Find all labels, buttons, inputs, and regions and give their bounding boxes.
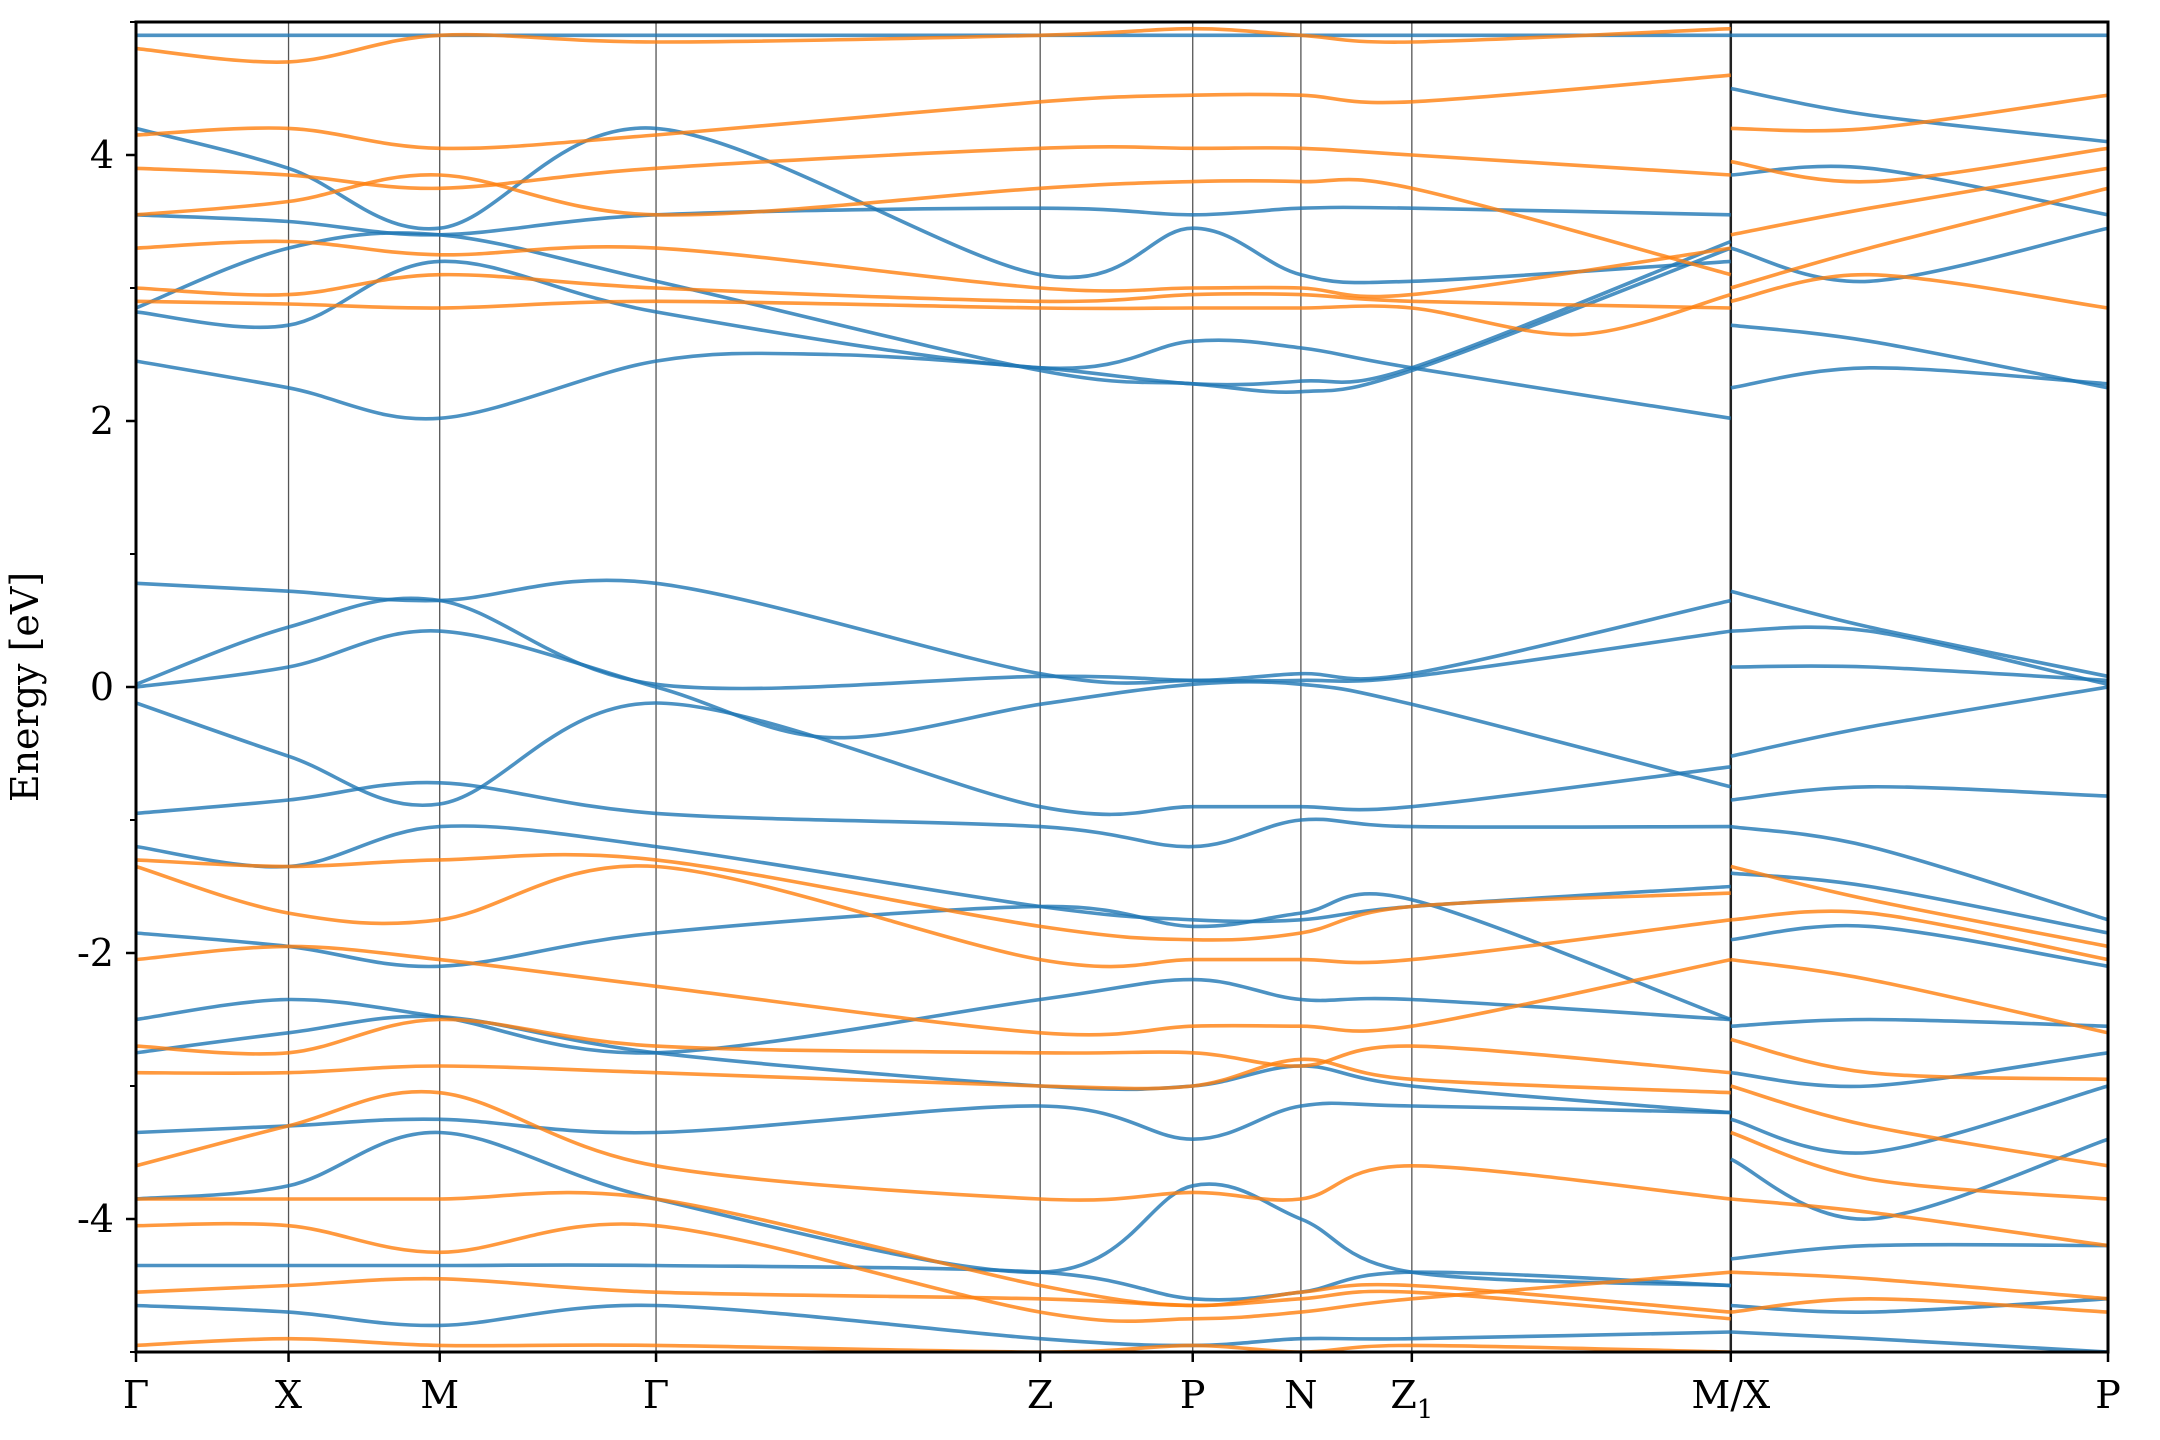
band-line-s1-1 — [136, 73, 1731, 151]
band-line-s1-17 — [1730, 93, 2108, 133]
band-line-s0-10 — [136, 701, 1732, 817]
x-tick-label-4: Z — [1027, 1373, 1053, 1417]
y-axis-title: Energy [eV] — [3, 572, 47, 802]
band-line-s0-23 — [1730, 323, 2108, 390]
band-line-s0-19 — [136, 1303, 1731, 1348]
band-line-s0-26 — [1730, 625, 2108, 687]
band-line-s1-18 — [1730, 146, 2108, 184]
band-line-s0-30 — [1730, 824, 2108, 922]
y-tick-label-4: 4 — [90, 133, 114, 177]
band-line-s1-14 — [136, 1221, 1731, 1324]
band-line-s1-27 — [1730, 1130, 2108, 1201]
x-tick-label-9: P — [2095, 1373, 2121, 1417]
x-tick-label-7: Z1 — [1390, 1373, 1433, 1425]
band-line-s1-7 — [136, 852, 1731, 942]
band-line-s0-5 — [136, 239, 1732, 421]
band-line-s1-26 — [1730, 1084, 2108, 1168]
y-tick-label-3: 2 — [90, 399, 114, 443]
x-axis: Γ X M Γ Z P N Z1 M/X P — [123, 1352, 2121, 1425]
band-line-s1-3 — [136, 173, 1732, 277]
band-line-s1-12 — [136, 1089, 1731, 1202]
x-tick-label-0: Γ — [123, 1373, 149, 1417]
band-line-s1-23 — [1730, 909, 2108, 962]
band-line-s0-39 — [1730, 1330, 2108, 1352]
x-tick-label-5: P — [1180, 1373, 1206, 1417]
band-line-s0-18 — [136, 1263, 1731, 1302]
band-line-s0-16 — [136, 1101, 1731, 1141]
band-line-s0-8 — [136, 596, 1732, 691]
band-line-s1-28 — [1730, 1197, 2108, 1248]
band-line-s1-5 — [136, 272, 1731, 310]
band-line-s1-6 — [136, 292, 1732, 337]
band-line-s1-21 — [1730, 272, 2108, 310]
band-line-s0-37 — [1730, 1242, 2108, 1261]
plot-background — [136, 22, 2108, 1352]
band-line-s0-13 — [136, 891, 1732, 1022]
band-line-s1-11 — [136, 1057, 1731, 1095]
band-line-s1-24 — [1730, 957, 2108, 1035]
y-tick-label-2: 0 — [90, 665, 114, 709]
band-line-s0-35 — [1730, 1084, 2108, 1155]
band-line-s0-6 — [136, 231, 1732, 394]
band-line-s0-11 — [136, 780, 1731, 849]
band-line-s0-27 — [1730, 664, 2108, 683]
band-line-s1-30 — [1730, 1297, 2108, 1314]
x-tick-label-3: Γ — [643, 1373, 669, 1417]
band-line-s1-25 — [1730, 1037, 2108, 1082]
band-line-s0-34 — [1730, 1051, 2108, 1089]
band-line-s0-22 — [1730, 226, 2108, 284]
band-line-s1-19 — [1730, 166, 2108, 237]
band-line-s1-2 — [136, 145, 1731, 191]
band-line-s1-4 — [136, 239, 1732, 299]
band-line-s1-0 — [136, 26, 1731, 64]
band-line-s1-10 — [136, 1017, 1731, 1075]
band-lines — [136, 26, 2108, 1352]
y-tick-label-1: -2 — [77, 931, 114, 975]
band-line-s0-25 — [1730, 589, 2108, 679]
y-tick-label-0: -4 — [77, 1197, 114, 1241]
band-line-s0-2 — [136, 126, 1731, 285]
band-line-s0-7 — [136, 578, 1732, 685]
band-line-s1-29 — [1730, 1270, 2108, 1301]
band-line-s1-13 — [136, 1190, 1731, 1314]
y-axis: -4 -2 0 2 4 — [77, 21, 136, 1353]
band-line-s0-24 — [1730, 365, 2108, 390]
band-line-s0-28 — [1730, 685, 2108, 758]
band-line-s1-15 — [136, 1276, 1731, 1321]
x-tick-label-1: X — [275, 1373, 302, 1417]
x-tick-label-2: M — [420, 1373, 459, 1417]
x-tick-label-6: N — [1284, 1373, 1317, 1417]
band-line-s0-9 — [136, 629, 1732, 789]
band-line-s0-14 — [136, 977, 1731, 1055]
band-line-s1-22 — [1730, 864, 2108, 949]
band-line-s0-29 — [1730, 784, 2108, 802]
x-tick-label-8: M/X — [1691, 1373, 1770, 1417]
band-line-s0-33 — [1730, 1017, 2108, 1028]
band-line-s0-36 — [1730, 1137, 2108, 1221]
band-line-s1-20 — [1730, 186, 2108, 290]
band-line-s0-32 — [1730, 923, 2108, 969]
band-line-s1-8 — [136, 864, 1732, 969]
band-line-s0-3 — [136, 205, 1731, 237]
band-line-s1-9 — [136, 944, 1732, 1037]
band-line-s0-20 — [1730, 86, 2108, 144]
